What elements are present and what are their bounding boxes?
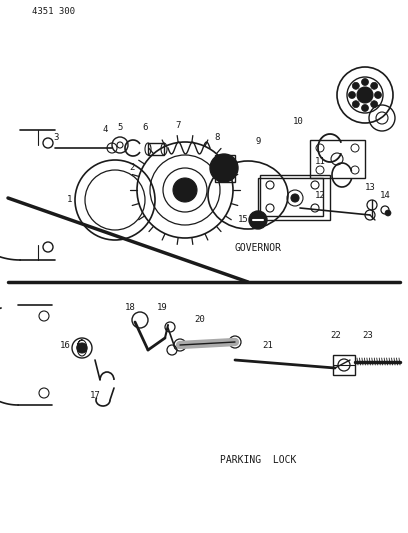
Bar xyxy=(260,175,330,220)
Text: 14: 14 xyxy=(379,190,390,199)
Text: 12: 12 xyxy=(315,190,325,199)
Text: 13: 13 xyxy=(365,183,375,192)
Bar xyxy=(310,140,365,178)
Text: 4351 300: 4351 300 xyxy=(32,7,75,17)
Circle shape xyxy=(375,92,381,99)
Circle shape xyxy=(371,101,378,108)
Bar xyxy=(215,155,235,182)
Text: 2: 2 xyxy=(129,163,135,172)
Text: 16: 16 xyxy=(60,341,70,350)
Text: PARKING  LOCK: PARKING LOCK xyxy=(220,455,296,465)
Circle shape xyxy=(352,82,359,90)
Bar xyxy=(148,143,164,155)
Text: 8: 8 xyxy=(214,133,220,142)
Text: 1: 1 xyxy=(67,196,73,205)
Circle shape xyxy=(249,211,267,229)
Bar xyxy=(258,178,323,216)
Circle shape xyxy=(348,92,355,99)
Circle shape xyxy=(77,343,87,353)
Text: 9: 9 xyxy=(255,138,261,147)
Text: 18: 18 xyxy=(124,303,135,312)
Text: 19: 19 xyxy=(157,303,167,312)
Circle shape xyxy=(352,101,359,108)
Text: 4: 4 xyxy=(102,125,108,134)
Circle shape xyxy=(291,194,299,202)
Circle shape xyxy=(361,104,368,111)
Text: 15: 15 xyxy=(237,215,248,224)
Text: 20: 20 xyxy=(195,316,205,325)
Circle shape xyxy=(210,154,238,182)
Bar xyxy=(333,355,355,375)
Circle shape xyxy=(173,178,197,202)
Text: 23: 23 xyxy=(363,330,373,340)
Text: 17: 17 xyxy=(90,391,100,400)
Circle shape xyxy=(361,78,368,85)
Text: 11: 11 xyxy=(315,157,325,166)
Circle shape xyxy=(371,82,378,90)
Text: 10: 10 xyxy=(293,117,304,126)
Text: 22: 22 xyxy=(330,330,341,340)
Circle shape xyxy=(385,210,391,216)
Text: 7: 7 xyxy=(175,120,181,130)
Text: GOVERNOR: GOVERNOR xyxy=(235,243,282,253)
Circle shape xyxy=(357,87,373,103)
Text: 5: 5 xyxy=(118,124,123,133)
Text: 3: 3 xyxy=(53,133,59,142)
Text: 6: 6 xyxy=(142,124,148,133)
Text: 21: 21 xyxy=(263,341,273,350)
